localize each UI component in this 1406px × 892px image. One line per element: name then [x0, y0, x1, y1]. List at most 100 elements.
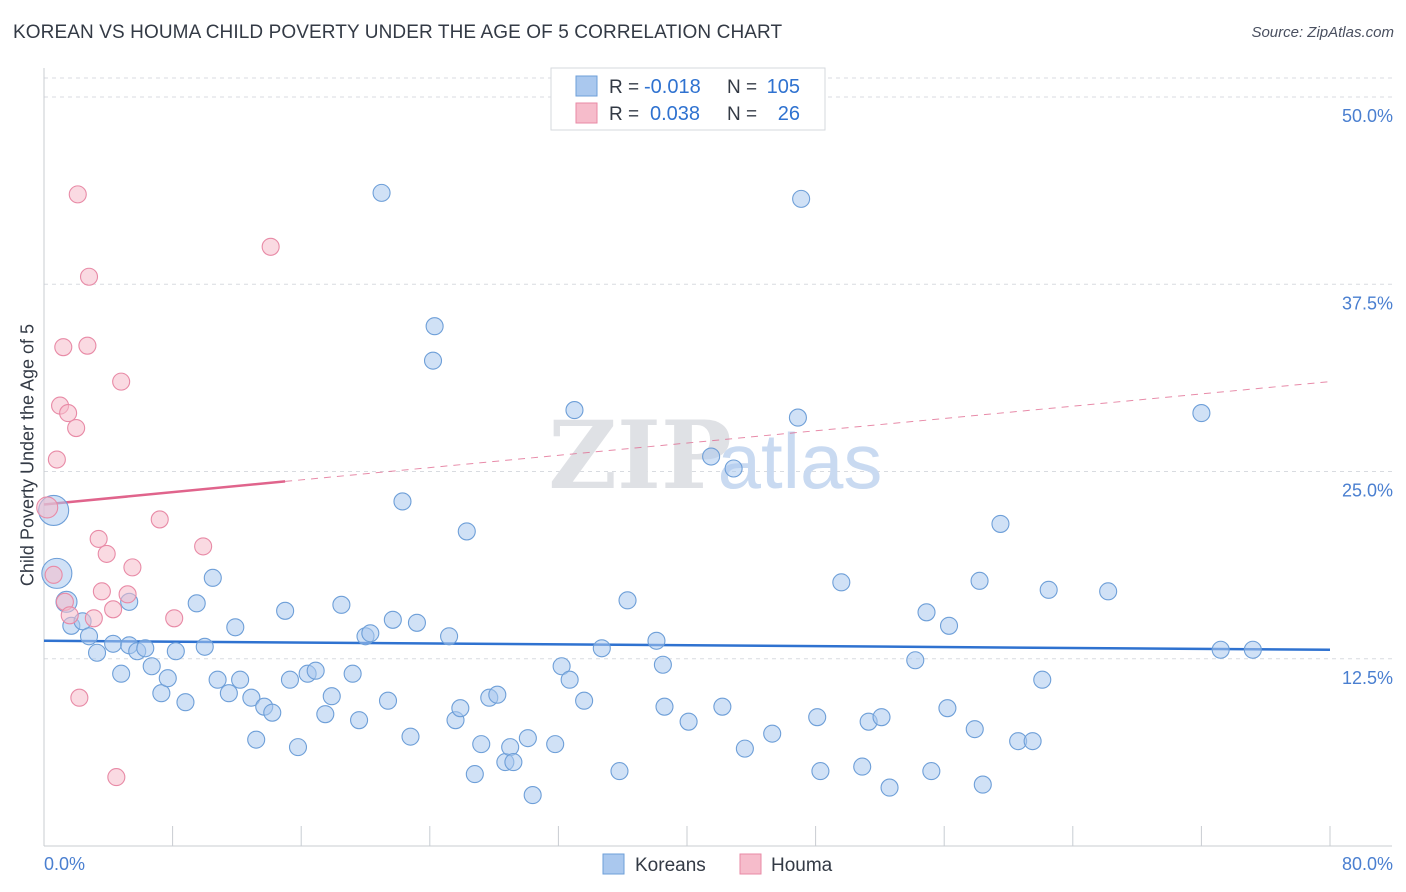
trend-line-houma [43, 480, 286, 506]
tick-labels: 12.5% 25.0% 37.5% 50.0% 0.0% 80.0% [44, 106, 1393, 874]
point-koreans [1243, 640, 1262, 659]
point-houma [150, 510, 169, 529]
point-koreans [247, 730, 266, 749]
point-koreans [880, 778, 899, 797]
point-houma [67, 419, 86, 438]
point-koreans [853, 757, 872, 776]
point-koreans [166, 642, 185, 661]
point-koreans [504, 753, 523, 772]
point-koreans [792, 189, 811, 208]
point-koreans [546, 735, 565, 754]
point-koreans [832, 573, 851, 592]
point-koreans [208, 670, 227, 689]
point-koreans [906, 651, 925, 670]
point-koreans [361, 624, 380, 643]
point-houma [107, 768, 126, 787]
point-houma [92, 582, 111, 601]
chart-title: KOREAN VS HOUMA CHILD POVERTY UNDER THE … [13, 22, 783, 43]
point-koreans [383, 610, 402, 629]
point-koreans [231, 670, 250, 689]
point-koreans [152, 684, 171, 703]
point-koreans [518, 729, 537, 748]
legend-n-label-koreans: N = [727, 77, 757, 98]
x-tick-label-min: 0.0% [44, 854, 85, 874]
x-tick-label-max: 80.0% [1342, 854, 1393, 874]
point-houma [84, 609, 103, 628]
point-houma [79, 267, 99, 286]
point-koreans [939, 616, 959, 635]
point-koreans [872, 708, 891, 727]
series-legend-koreans-label: Koreans [635, 855, 706, 876]
point-koreans [242, 688, 261, 707]
point-houma [78, 336, 97, 355]
point-koreans [618, 591, 637, 610]
point-koreans [142, 657, 161, 676]
point-koreans [610, 762, 629, 781]
point-koreans [938, 699, 957, 718]
point-houma [70, 688, 89, 707]
point-koreans [917, 603, 936, 622]
point-koreans [724, 459, 743, 478]
point-koreans [922, 762, 941, 781]
legend-pink-swatch [575, 102, 598, 124]
point-koreans [575, 691, 594, 710]
watermark-zip: ZIP [548, 401, 731, 511]
trend-line-houma-extension [285, 381, 1331, 482]
point-koreans [306, 661, 325, 680]
legend-r-label-houma: R = [609, 104, 639, 125]
point-koreans [592, 639, 611, 658]
point-houma [60, 606, 79, 625]
point-koreans [965, 720, 984, 739]
point-koreans [472, 735, 491, 754]
point-houma [89, 529, 108, 548]
point-koreans [87, 643, 107, 662]
point-koreans [343, 664, 362, 683]
point-koreans [393, 492, 412, 511]
point-koreans [280, 670, 299, 689]
y-tick-label: 50.0% [1342, 106, 1393, 126]
point-koreans [423, 351, 443, 370]
point-koreans [1033, 670, 1052, 689]
point-koreans [560, 670, 579, 689]
point-houma [261, 237, 280, 256]
point-houma [54, 338, 73, 357]
point-koreans [457, 522, 476, 541]
point-houma [44, 565, 63, 584]
point-koreans [811, 762, 830, 781]
point-houma [165, 609, 184, 628]
point-koreans [501, 738, 520, 757]
point-houma [118, 585, 137, 604]
legend-n-value-koreans: 105 [767, 76, 800, 98]
series-legend-koreans-swatch [602, 853, 625, 875]
watermark-atlas: atlas [718, 417, 883, 505]
point-koreans [372, 183, 391, 202]
legend-n-label-houma: N = [727, 104, 757, 125]
point-koreans [226, 618, 245, 637]
point-koreans [187, 594, 206, 613]
y-tick-label: 25.0% [1342, 481, 1393, 501]
point-koreans [350, 711, 369, 730]
point-koreans [1099, 582, 1118, 601]
point-koreans [465, 765, 484, 784]
point-koreans [713, 697, 732, 716]
point-koreans [565, 401, 584, 420]
point-koreans [263, 703, 282, 722]
point-houma [194, 537, 213, 556]
data-points [36, 183, 1262, 805]
point-koreans [735, 739, 754, 758]
legend-r-value-koreans: -0.018 [644, 76, 701, 98]
point-koreans [425, 317, 444, 336]
point-houma [123, 558, 142, 577]
point-koreans [104, 634, 123, 653]
point-koreans [276, 601, 295, 620]
legend-r-value-houma: 0.038 [650, 103, 700, 125]
point-koreans [488, 685, 507, 704]
point-koreans [288, 738, 308, 757]
point-koreans [401, 727, 420, 746]
point-koreans [1039, 580, 1058, 599]
point-koreans [407, 613, 426, 632]
point-koreans [440, 627, 459, 646]
point-koreans [788, 408, 807, 427]
series-legend: Koreans Houma [602, 853, 833, 876]
